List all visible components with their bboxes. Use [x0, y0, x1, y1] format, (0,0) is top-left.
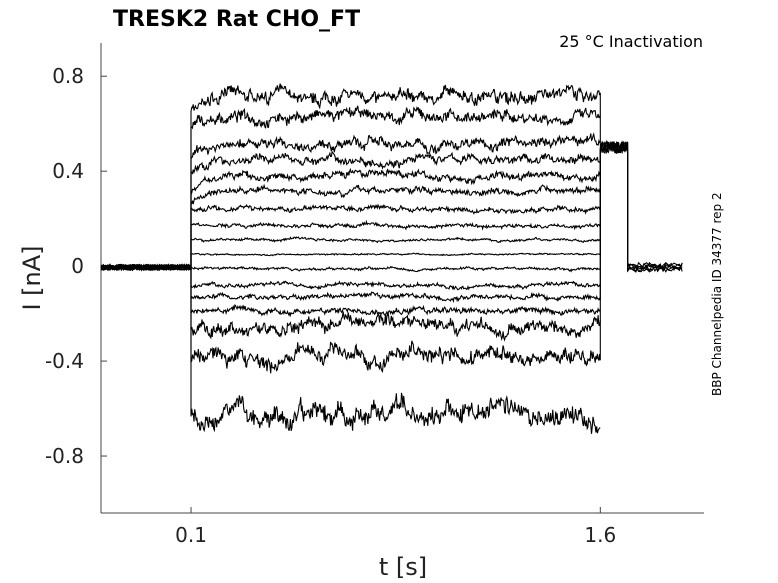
current-traces: [100, 83, 683, 434]
current-trace: [100, 263, 601, 434]
current-trace: [100, 263, 601, 291]
current-trace: [100, 236, 601, 271]
x-tick-label: 1.6: [584, 523, 616, 547]
y-tick-label: 0.4: [52, 159, 84, 183]
current-trace: [100, 263, 601, 273]
current-trace: [100, 219, 601, 272]
y-tick-label: -0.4: [45, 349, 84, 373]
current-trace: [100, 140, 683, 273]
current-trace: [100, 167, 601, 271]
current-trace: [101, 263, 601, 342]
current-trace: [100, 183, 601, 272]
y-tick-label: 0: [71, 254, 84, 278]
x-tick-label: 0.1: [175, 523, 207, 547]
x-axis-label: t [s]: [379, 553, 427, 581]
current-trace: [100, 141, 683, 374]
current-trace: [100, 140, 683, 273]
current-trace: [100, 140, 683, 273]
y-tick-label: 0.8: [52, 64, 84, 88]
current-trace: [100, 83, 683, 272]
axis-ticks: 0.8 0.4 0 -0.4 -0.8 0.1 1.6: [45, 64, 616, 547]
current-trace: [100, 139, 683, 304]
current-trace: [100, 263, 601, 318]
channelpedia-id-note: BBP Channelpedia ID 34377 rep 2: [710, 192, 724, 396]
current-trace: [100, 132, 601, 272]
chart-subtitle: 25 °C Inactivation: [559, 32, 703, 51]
y-tick-label: -0.8: [45, 444, 84, 468]
chart-title: TRESK2 Rat CHO_FT: [113, 7, 360, 32]
y-axis-label: I [nA]: [18, 245, 46, 310]
current-trace: [100, 105, 601, 272]
